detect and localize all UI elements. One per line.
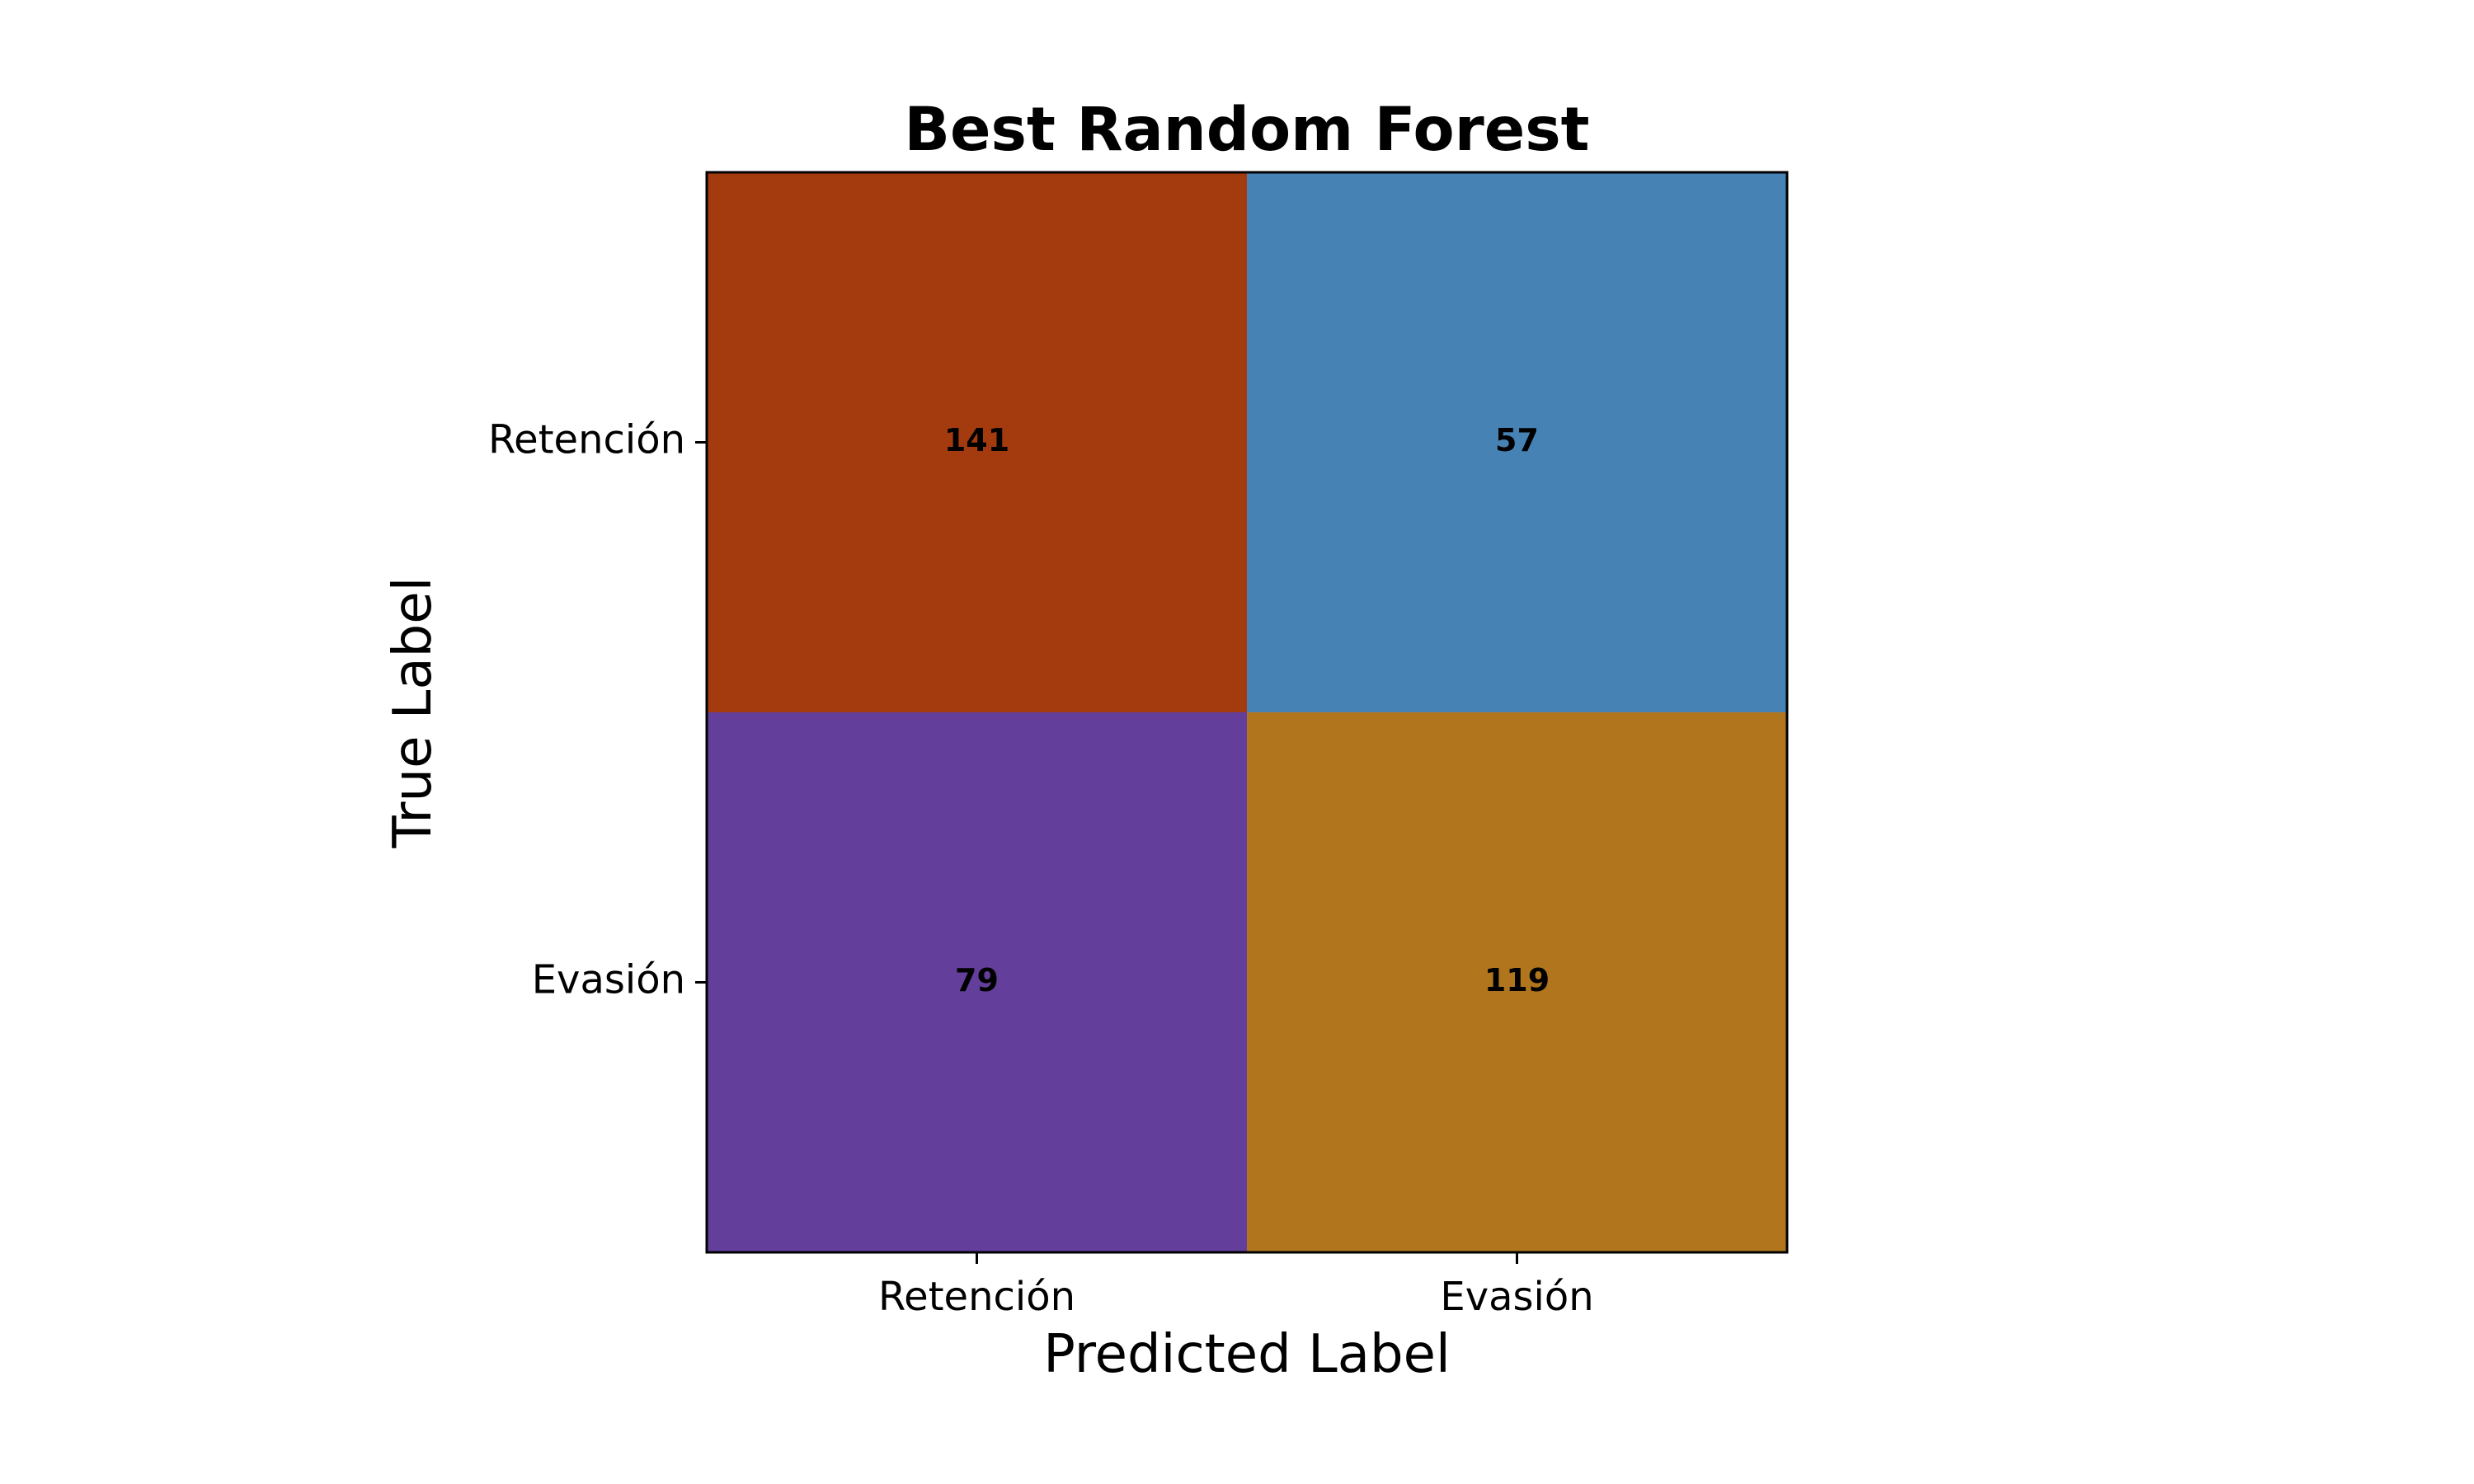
cell-value-labels: 141 57 79 119 xyxy=(944,422,1550,998)
cell-value-label-r0-c0: 141 xyxy=(944,422,1009,458)
x-axis-label: Predicted Label xyxy=(1043,1324,1450,1385)
y-axis-ticks: Retención Evasión xyxy=(488,417,707,1003)
x-axis-ticks: Retención Evasión xyxy=(878,1252,1594,1320)
heatmap-cell-r0-c1 xyxy=(1247,172,1787,712)
heatmap-cell-r1-c1 xyxy=(1247,712,1787,1252)
cell-value-label-r0-c1: 57 xyxy=(1495,422,1539,458)
chart-title: Best Random Forest xyxy=(904,95,1589,165)
x-tick-label-1: Evasión xyxy=(1440,1274,1593,1320)
heatmap-cell-r0-c0 xyxy=(707,172,1247,712)
heatmap-cell-r1-c0 xyxy=(707,712,1247,1252)
y-tick-label-0: Retención xyxy=(488,417,685,463)
plot-frame xyxy=(705,171,1789,1254)
cell-value-label-r1-c1: 119 xyxy=(1484,962,1550,998)
heatmap-cells xyxy=(707,172,1787,1252)
y-tick-label-1: Evasión xyxy=(532,957,685,1003)
x-tick-label-0: Retención xyxy=(878,1274,1075,1320)
cell-value-label-r1-c0: 79 xyxy=(955,962,999,998)
y-axis-label: True Label xyxy=(383,577,444,849)
